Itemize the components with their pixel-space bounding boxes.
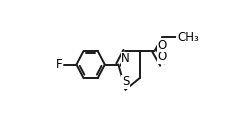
Text: N: N (121, 52, 130, 65)
Text: CH₃: CH₃ (177, 31, 199, 44)
Text: S: S (122, 75, 129, 88)
Text: F: F (56, 58, 63, 71)
Text: O: O (158, 39, 167, 52)
Text: O: O (158, 50, 167, 63)
